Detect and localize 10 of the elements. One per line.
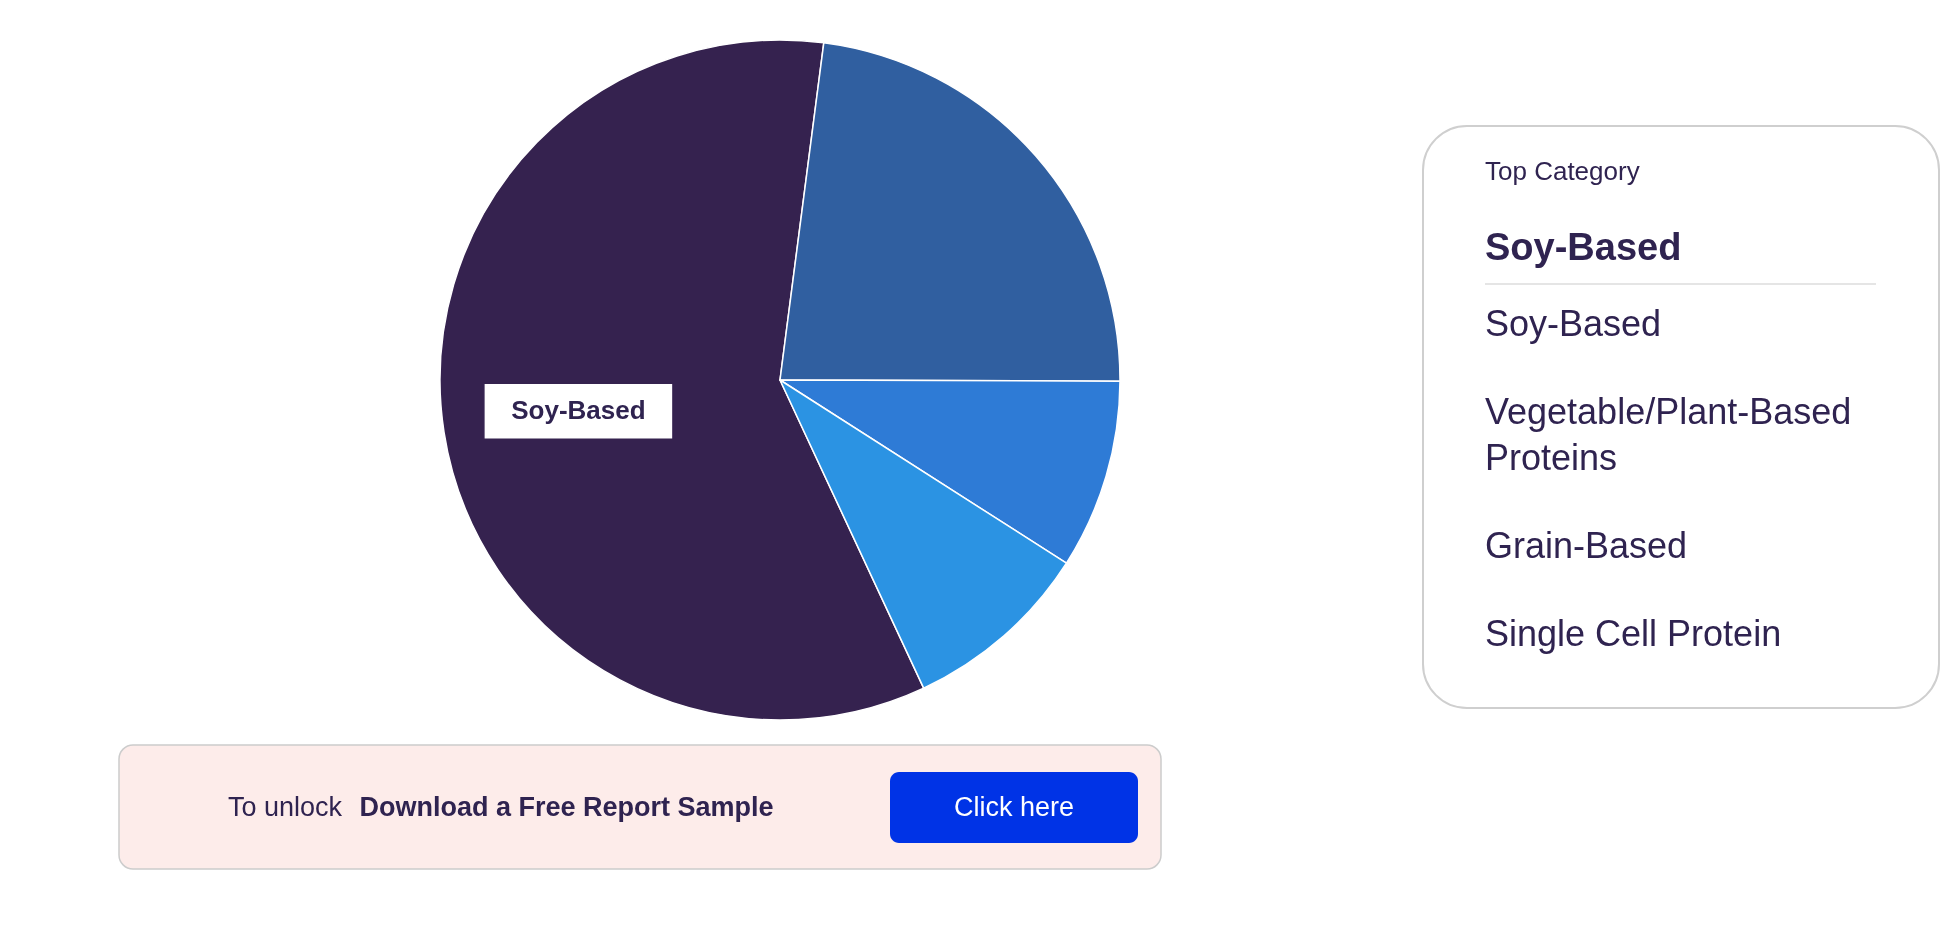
text: Click here <box>953 792 1075 822</box>
text: Grain-Based <box>1485 525 1688 566</box>
text: Soy-Based <box>1485 303 1662 344</box>
text: To unlock <box>228 792 343 822</box>
text: Vegetable/Plant-Based Proteins <box>1485 391 1852 478</box>
text: Single Cell Protein <box>1485 613 1782 654</box>
text: Download a Free Report Sample <box>359 792 774 822</box>
text: Soy-Based <box>1485 226 1682 268</box>
text: Top Category <box>1485 156 1640 186</box>
slice-label: Soy-Based <box>511 395 646 426</box>
